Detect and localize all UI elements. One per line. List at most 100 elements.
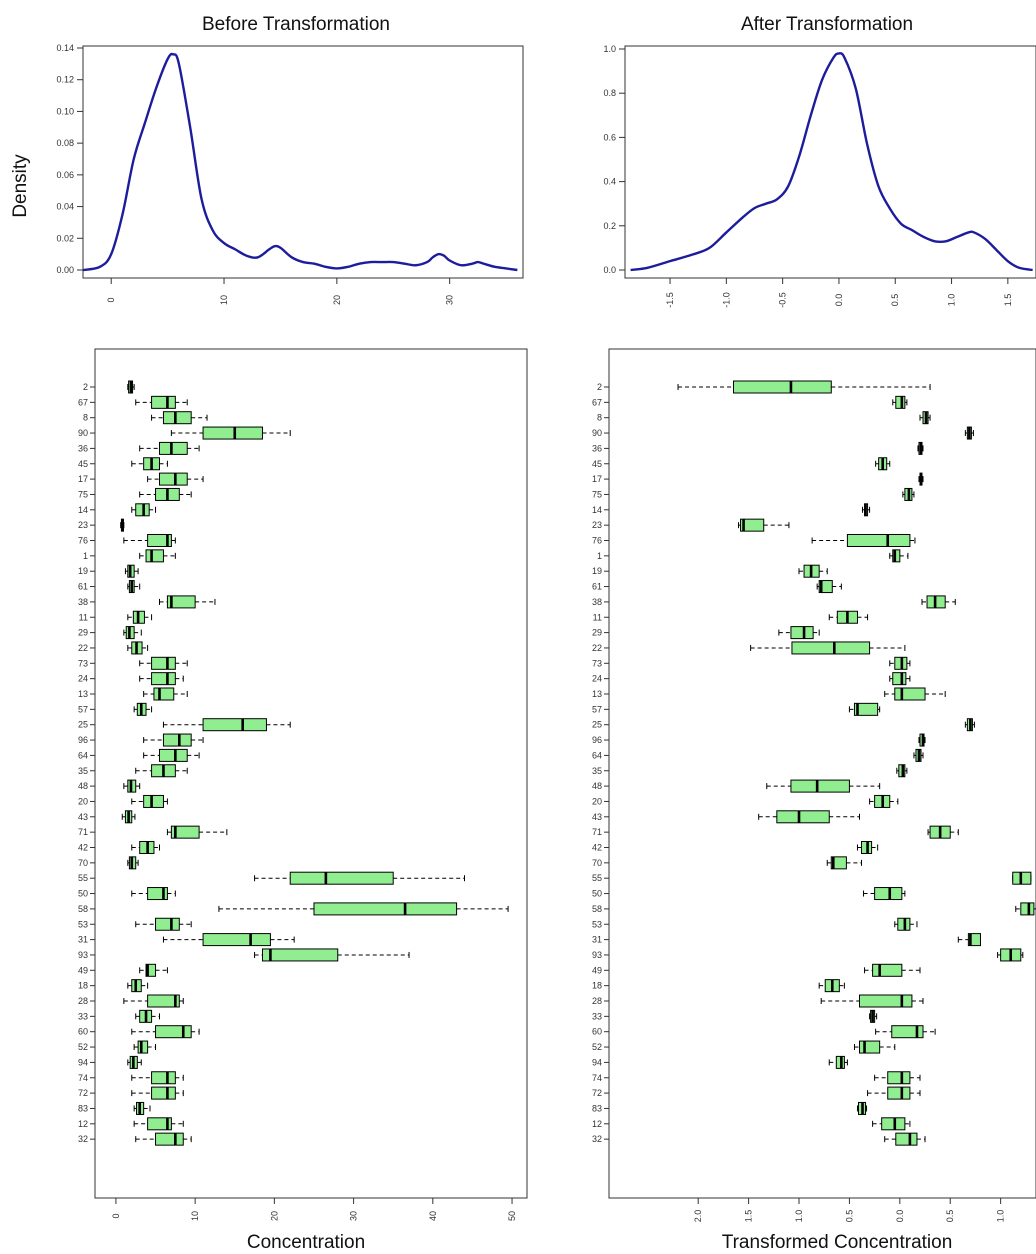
density-0-xtick-label: 0 — [106, 297, 116, 302]
boxplot-3-category-label: 28 — [592, 996, 602, 1006]
boxplot-2-category-label: 29 — [78, 628, 88, 638]
boxplot-3-category-label: 57 — [592, 704, 602, 714]
boxplot-3-box — [791, 641, 871, 655]
boxplot-3-category-label: 22 — [592, 643, 602, 653]
boxplot-3-xtick-label: 1.0 — [794, 1210, 804, 1223]
boxplot-3-category-label: 75 — [592, 489, 602, 499]
boxplot-2-category-label: 73 — [78, 658, 88, 668]
boxplot-2-box — [166, 595, 196, 609]
boxplot-3-box — [859, 994, 913, 1008]
boxplot-2-box — [145, 549, 164, 563]
boxplot-before-frame — [94, 348, 528, 1199]
boxplot-3-category-label: 61 — [592, 582, 602, 592]
boxplot-2-category-label: 96 — [78, 735, 88, 745]
boxplot-3-category-label: 52 — [592, 1042, 602, 1052]
boxplot-2-category-label: 14 — [78, 505, 88, 515]
boxplot-2-category-label: 25 — [78, 720, 88, 730]
boxplot-2-category-label: 60 — [78, 1027, 88, 1037]
boxplot-3-category-label: 53 — [592, 919, 602, 929]
density-0-xtick-label: 10 — [219, 295, 229, 305]
boxplot-3-box — [846, 534, 911, 547]
boxplot-2-category-label: 2 — [83, 382, 88, 392]
boxplot-2-box — [313, 902, 458, 916]
boxplot-3-xtick-label: 2.0 — [693, 1210, 703, 1223]
boxplot-after-x-axis-label: Transformed Concentration — [722, 1232, 953, 1253]
boxplot-3-box — [790, 779, 850, 793]
boxplot-3-box — [894, 687, 926, 701]
boxplot-2-category-label: 93 — [78, 950, 88, 960]
density-0-xtick-label: 20 — [332, 295, 342, 305]
density-0-ytick-label: 0.10 — [56, 106, 74, 116]
boxplot-3-box — [859, 1040, 881, 1054]
density-0-ytick-label: 0.14 — [56, 43, 74, 53]
boxplot-3-category-label: 33 — [592, 1011, 602, 1021]
boxplot-3-category-label: 93 — [592, 950, 602, 960]
boxplot-2-box — [202, 933, 271, 947]
boxplot-2-box — [162, 733, 192, 747]
boxplot-3-box — [776, 810, 830, 824]
boxplot-2-category-label: 42 — [78, 843, 88, 853]
boxplot-3-box — [853, 702, 879, 716]
boxplot-3-category-label: 13 — [592, 689, 602, 699]
density-1-xtick-label: 1.5 — [1003, 294, 1013, 307]
boxplot-2-box — [147, 994, 180, 1008]
boxplot-2-category-label: 12 — [78, 1119, 88, 1129]
boxplot-3-category-label: 76 — [592, 536, 602, 546]
boxplot-3-box — [887, 1071, 911, 1085]
boxplot-3-category-label: 11 — [593, 612, 602, 622]
boxplot-2-category-label: 55 — [78, 873, 88, 883]
boxplot-2-category-label: 23 — [78, 520, 88, 530]
boxplot-2-xtick-label: 50 — [507, 1211, 517, 1221]
boxplot-2-xtick-label: 20 — [269, 1211, 279, 1221]
boxplot-3-box — [872, 963, 903, 977]
boxplot-3-category-label: 60 — [592, 1027, 602, 1037]
boxplot-3-box — [892, 549, 901, 563]
boxplot-3-box — [892, 672, 907, 686]
boxplot-2-category-label: 45 — [78, 459, 88, 469]
boxplot-3-category-label: 96 — [592, 735, 602, 745]
boxplot-3-category-label: 24 — [592, 674, 602, 684]
boxplot-2-box — [145, 963, 157, 977]
boxplot-2-category-label: 61 — [78, 582, 88, 592]
boxplot-2-category-label: 52 — [78, 1042, 88, 1052]
boxplot-2-box — [155, 917, 180, 931]
boxplot-2-category-label: 32 — [78, 1134, 88, 1144]
boxplot-2-box — [158, 748, 188, 762]
boxplot-3-box — [732, 380, 832, 394]
density-y-axis-label: Density — [10, 154, 31, 218]
boxplot-2-box — [261, 948, 339, 962]
boxplot-3-xtick-label: 0.0 — [895, 1210, 905, 1223]
boxplot-2-category-label: 8 — [83, 413, 88, 423]
density-before-title: Before Transformation — [202, 14, 390, 35]
boxplot-2-xtick-label: 40 — [428, 1211, 438, 1221]
density-1-ytick-label: 1.0 — [603, 44, 616, 54]
boxplot-3-category-label: 83 — [592, 1103, 602, 1113]
boxplot-2-category-label: 24 — [78, 674, 88, 684]
boxplot-2-box — [158, 472, 188, 486]
boxplot-2-category-label: 22 — [78, 643, 88, 653]
boxplot-2-box — [155, 1132, 184, 1146]
boxplot-3-category-label: 23 — [592, 520, 602, 530]
boxplot-3-category-label: 17 — [592, 474, 602, 484]
density-0-ytick-label: 0.08 — [56, 138, 74, 148]
boxplot-2-category-label: 13 — [78, 689, 88, 699]
density-1-xtick-label: 0.5 — [890, 294, 900, 307]
boxplot-3-category-label: 19 — [592, 566, 602, 576]
boxplot-3-xtick-label: 0.5 — [945, 1210, 955, 1223]
boxplot-2-box — [289, 871, 394, 885]
boxplot-3-box — [874, 887, 903, 901]
boxplot-3-category-label: 14 — [592, 505, 602, 515]
boxplot-2-box — [143, 794, 164, 808]
boxplot-2-category-label: 50 — [78, 889, 88, 899]
density-1-ytick-label: 0.4 — [603, 177, 616, 187]
boxplot-3-category-label: 42 — [592, 843, 602, 853]
boxplot-3-box — [790, 626, 814, 640]
boxplot-3-category-label: 94 — [592, 1057, 602, 1067]
boxplot-3-box — [895, 1132, 918, 1146]
density-1-xtick-label: -1.0 — [721, 292, 731, 308]
boxplot-3-category-label: 45 — [592, 459, 602, 469]
boxplot-3-category-label: 71 — [592, 827, 602, 837]
density-1-ytick-label: 0.2 — [603, 221, 616, 231]
boxplot-2-box — [151, 1086, 176, 1100]
boxplot-2-category-label: 75 — [78, 489, 88, 499]
